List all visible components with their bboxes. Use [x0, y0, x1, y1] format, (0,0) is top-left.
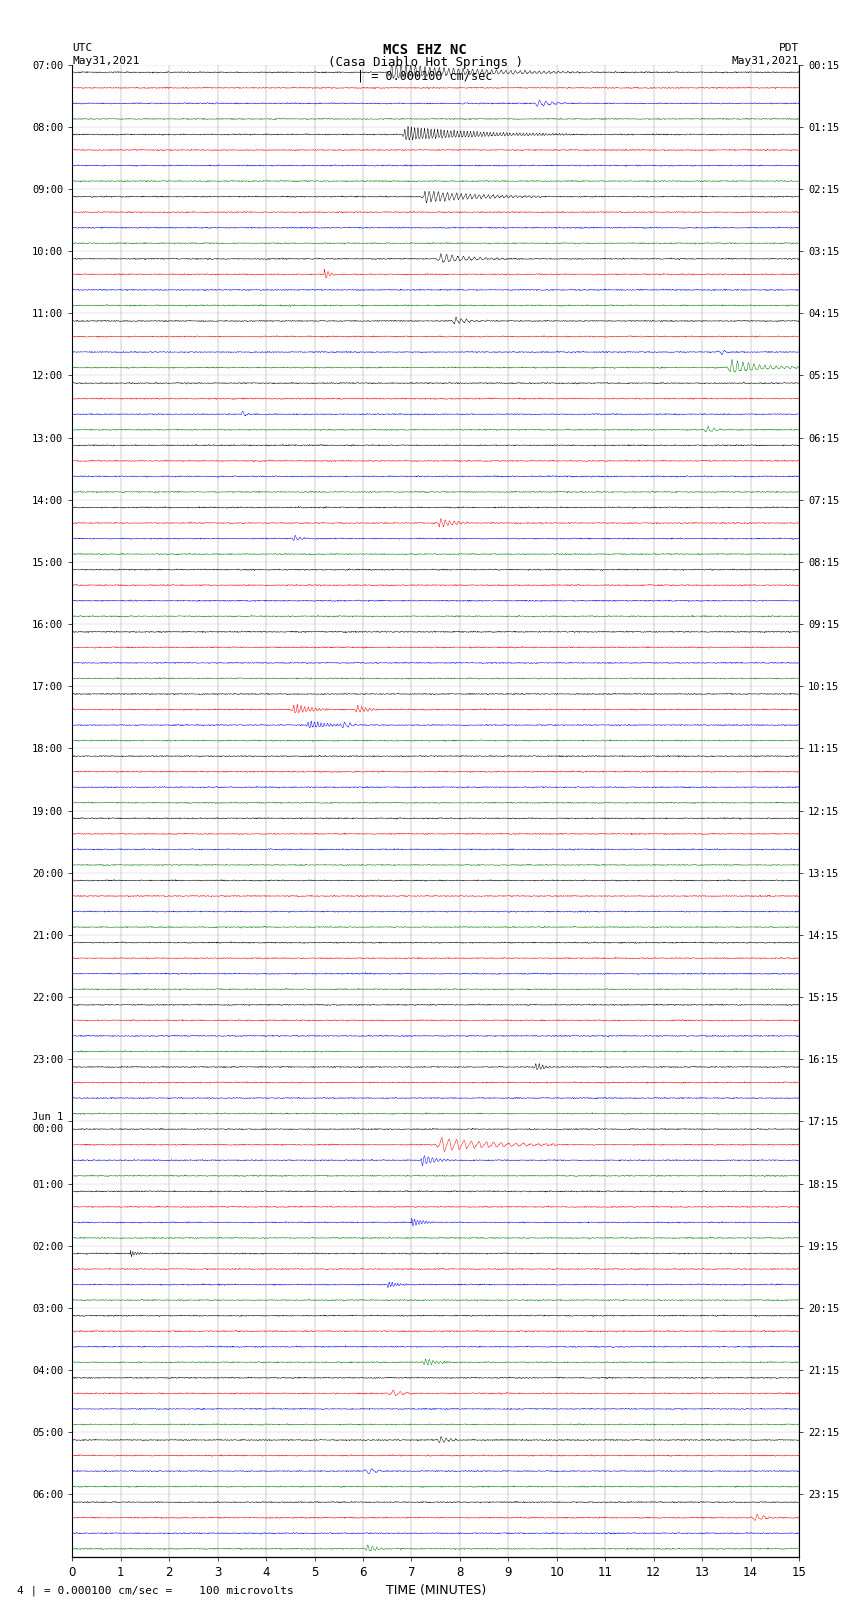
Text: MCS EHZ NC: MCS EHZ NC	[383, 44, 467, 56]
Text: May31,2021: May31,2021	[732, 56, 799, 66]
Text: UTC: UTC	[72, 44, 93, 53]
Text: 4 | = 0.000100 cm/sec =    100 microvolts: 4 | = 0.000100 cm/sec = 100 microvolts	[17, 1586, 294, 1595]
Text: (Casa Diablo Hot Springs ): (Casa Diablo Hot Springs )	[327, 56, 523, 69]
Text: | = 0.000100 cm/sec: | = 0.000100 cm/sec	[357, 69, 493, 82]
Text: PDT: PDT	[779, 44, 799, 53]
Text: May31,2021: May31,2021	[72, 56, 139, 66]
X-axis label: TIME (MINUTES): TIME (MINUTES)	[386, 1584, 485, 1597]
